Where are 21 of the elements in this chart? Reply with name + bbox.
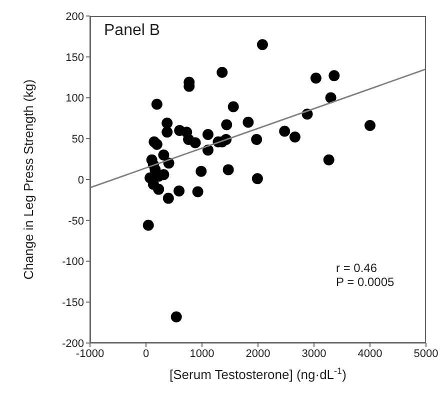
- x-tick-label: 0: [142, 348, 150, 360]
- y-tick-label: -200: [62, 338, 84, 350]
- y-tick-label: -50: [68, 215, 84, 228]
- y-tick-label: 0: [78, 174, 84, 186]
- y-tick-label: 200: [66, 10, 84, 23]
- y-tick-label: 50: [72, 134, 84, 146]
- x-tick-label: 3000: [302, 348, 326, 360]
- x-tick-label: 2000: [246, 348, 270, 360]
- y-tick-label: 100: [66, 92, 84, 105]
- y-tick-label: 150: [66, 52, 84, 64]
- y-tick-label: -150: [62, 297, 84, 310]
- x-tick-label: 1000: [190, 348, 214, 360]
- x-tick-label: 5000: [414, 348, 438, 360]
- annotation: r = 0.46: [336, 261, 378, 275]
- annotation: Panel B: [104, 22, 160, 40]
- y-tick-label: -100: [62, 256, 84, 268]
- annotation: P = 0.0005: [336, 275, 394, 289]
- x-tick-label: 4000: [358, 348, 382, 360]
- x-tick-label: -1000: [76, 348, 104, 360]
- x-axis-title: [Serum Testosterone] (ng·dL$^{-1}$): [170, 366, 346, 382]
- y-axis-title: Change in Leg Press Strength (kg): [21, 79, 36, 280]
